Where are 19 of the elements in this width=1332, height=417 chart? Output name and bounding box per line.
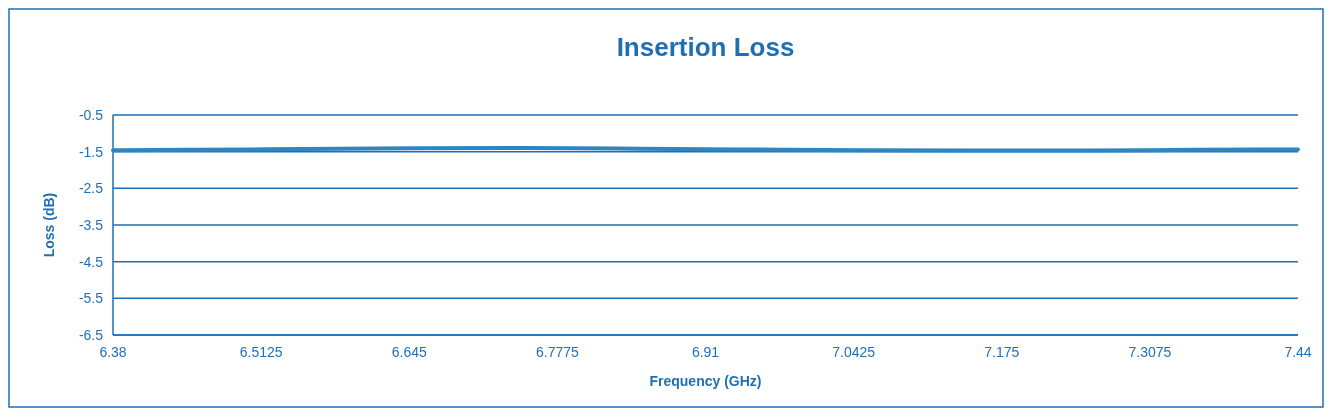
y-axis-title: Loss (dB) — [41, 192, 57, 258]
y-tick-label: -3.5 — [78, 217, 104, 233]
y-tick-label: -2.5 — [78, 180, 104, 197]
y-tick-label: -6.5 — [78, 327, 104, 343]
y-tick-label: -1.5 — [78, 143, 104, 160]
x-tick-label: 6.38 — [99, 344, 127, 360]
x-tick-label: 6.7775 — [535, 344, 579, 360]
x-tick-label: 6.91 — [691, 344, 720, 360]
x-axis-title: Frequency (GHz) — [649, 373, 762, 389]
y-tick-label: -5.5 — [78, 290, 104, 307]
x-tick-label: 6.5125 — [239, 344, 283, 360]
x-tick-label: 6.645 — [391, 344, 427, 360]
x-tick-label: 7.0425 — [832, 344, 876, 360]
y-tick-label: -4.5 — [78, 253, 104, 270]
chart-title: Insertion Loss — [616, 32, 795, 62]
x-tick-label: 7.3075 — [1128, 344, 1172, 360]
y-tick-label: -0.5 — [78, 107, 104, 123]
x-tick-label: 7.175 — [984, 344, 1020, 360]
x-tick-label: 7.44 — [1284, 344, 1312, 360]
